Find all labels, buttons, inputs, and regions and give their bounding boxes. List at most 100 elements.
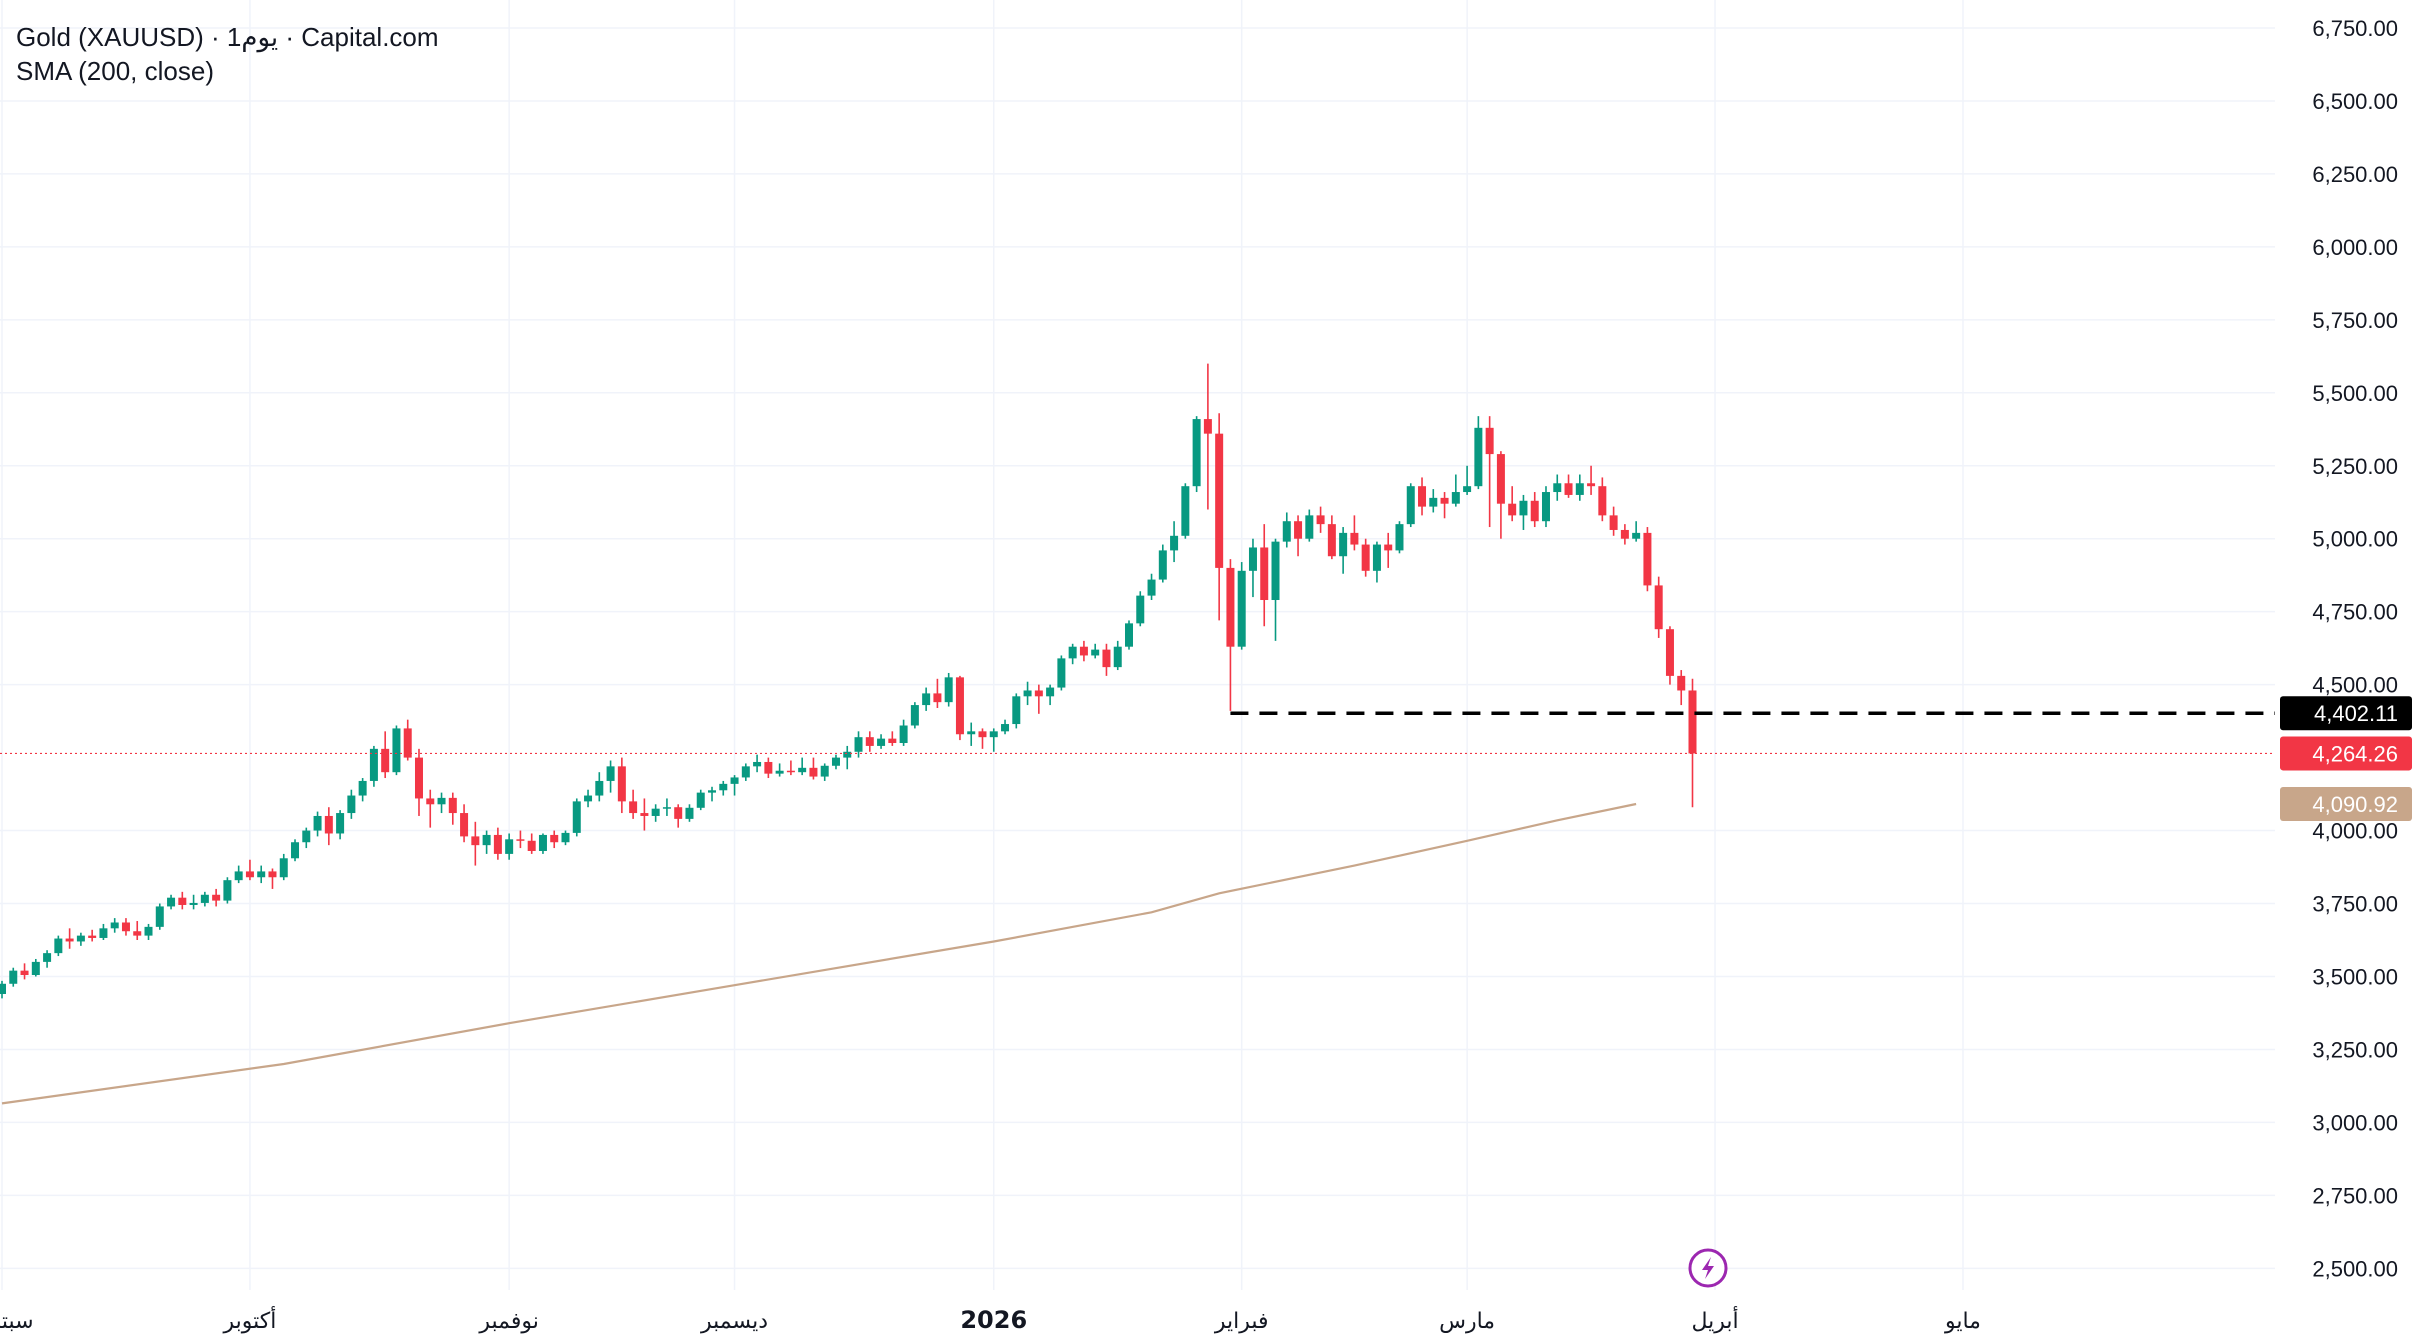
candle-body [1654,585,1663,630]
candle-body [189,902,198,905]
candle-body [527,840,536,851]
candle-body [1260,547,1269,601]
candle-body [978,731,987,738]
candle-body [1046,687,1055,697]
candle-body [392,728,401,773]
symbol-title[interactable]: Gold (XAUUSD) · 1يوم · Capital.com [16,22,439,52]
candle-body [933,693,942,703]
candle-body [1677,675,1686,691]
candle-body [1113,646,1122,668]
candle-body [1350,532,1359,545]
candle-body [1632,532,1641,539]
candle-body [99,928,108,938]
candle-body [516,839,525,841]
candle-body [20,970,29,976]
price-badges: 4,402.11 4,264.26 4,090.92 [2280,696,2412,822]
candle-body [1203,419,1212,434]
candle-body [1282,521,1291,542]
candle-body [1068,646,1077,659]
candle-body [257,871,266,878]
candle-body [798,767,807,773]
candle-body [155,906,164,927]
candles-layer [0,363,1697,999]
y-tick-label: 5,250.00 [2312,454,2398,479]
candle-body [1361,544,1370,571]
candle-body [414,757,423,799]
x-tick-label: مارس [1439,1309,1495,1334]
y-tick-label: 6,750.00 [2312,16,2398,41]
x-tick-label: أكتوبر [223,1306,277,1334]
candle-body [65,938,74,942]
y-tick-label: 3,750.00 [2312,892,2398,917]
candle-body [144,926,153,936]
time-axis[interactable]: سبتمبر أكتوبر نوفمبر ديسمبر 2026 فبراير مارس أب… [0,1306,1981,1334]
lightning-bolt [1702,1257,1714,1279]
candle-body [223,880,232,901]
candle-body [369,748,378,781]
candle-body [54,938,63,954]
candle-body [640,813,649,816]
candle-body [493,834,502,854]
candle-body [1034,690,1043,697]
y-tick-label: 4,750.00 [2312,600,2398,625]
candle-body [1395,524,1404,551]
y-tick-label: 3,000.00 [2312,1110,2398,1135]
candle-body [1519,500,1528,516]
y-tick-label: 6,500.00 [2312,89,2398,114]
candle-body [1327,524,1336,557]
candle-body [865,737,874,746]
candle-body [1643,532,1652,586]
candle-body [708,790,717,793]
candle-body [1485,427,1494,455]
event-marker[interactable] [1688,1248,1728,1288]
price-axis[interactable]: 6,750.00 6,500.00 6,250.00 6,000.00 5,750.00… [2312,16,2398,1281]
x-tick-label: ديسمبر [700,1309,768,1334]
candle-body [1440,497,1449,504]
candle-body [606,766,615,781]
y-tick-label: 5,500.00 [2312,381,2398,406]
candle-body [212,894,221,901]
candle-body [944,677,953,703]
candle-body [482,834,491,846]
candle-body [662,807,671,809]
candle-body [1463,486,1472,493]
candle-body [460,813,469,837]
y-tick-label: 2,500.00 [2312,1256,2398,1281]
sma-badge: 4,090.92 [2312,792,2398,817]
x-tick-label: سبتمبر [0,1309,34,1334]
candle-body [1418,486,1427,507]
candle-body [1530,500,1539,522]
candle-body [1474,427,1483,487]
candle-body [234,871,243,881]
last-price-badge-bg [2280,736,2412,771]
candle-body [1372,544,1381,571]
candle-body [268,871,277,878]
y-tick-label: 5,000.00 [2312,527,2398,552]
candle-body [730,777,739,784]
candle-body [1553,483,1562,493]
candle-body [1125,623,1133,647]
candle-body [1237,570,1246,647]
y-tick-label: 3,250.00 [2312,1037,2398,1062]
candle-body [550,834,559,843]
candle-body [820,765,829,777]
y-tick-label: 5,750.00 [2312,308,2398,333]
candle-body [178,897,187,905]
candle-body [1001,724,1010,732]
candle-body [347,795,356,814]
candle-body [1091,649,1100,656]
candle-body [1158,550,1167,580]
candle-body [1192,419,1201,487]
candle-body [358,780,367,796]
candle-body [1496,454,1505,504]
candle-body [719,783,728,791]
candle-body [426,798,435,805]
candle-body [843,751,852,758]
candle-body [696,792,705,808]
indicator-label[interactable]: SMA (200, close) [16,56,214,86]
candle-body [471,836,480,846]
candle-body [764,761,773,774]
candle-body [561,832,570,843]
candle-body [955,677,964,735]
